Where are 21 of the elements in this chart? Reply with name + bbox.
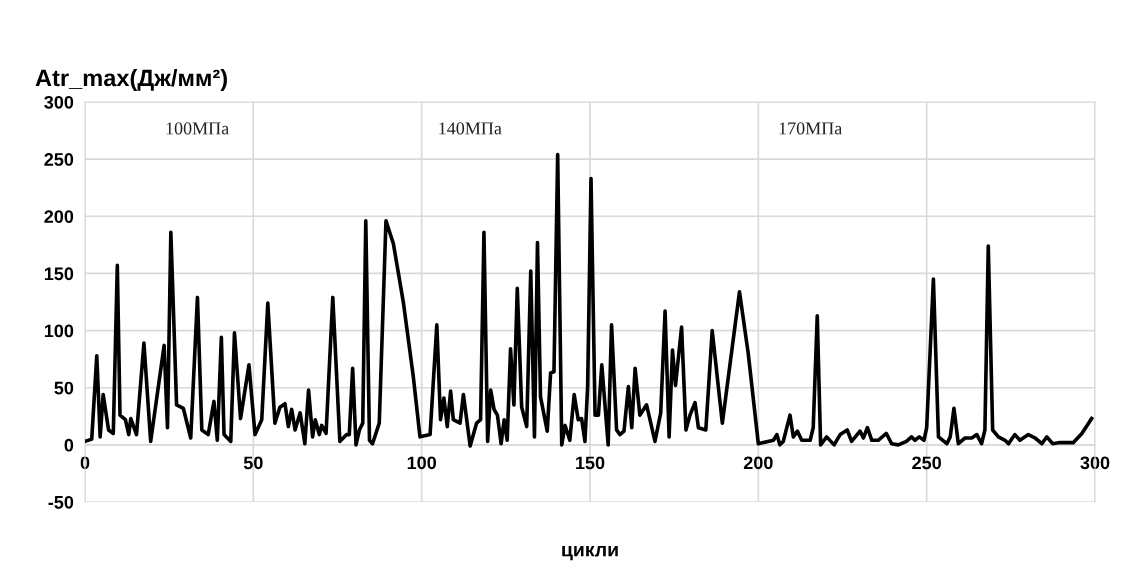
x-tick-label: 300 (1080, 456, 1110, 470)
annotation: 140МПа (439, 122, 502, 135)
x-tick-label: 250 (912, 456, 941, 470)
x-tick-label: 150 (576, 456, 605, 470)
line-series (85, 152, 1094, 448)
y-tick-label: 0 (64, 438, 74, 452)
x-tick-label: 0 (80, 456, 90, 470)
y-tick-label: 250 (44, 153, 74, 166)
x-tick-label: 200 (743, 456, 773, 470)
x-tick-label: 50 (243, 456, 263, 470)
annotation: 170МПа (779, 122, 843, 135)
annotation: 100МПа (166, 122, 229, 135)
y-tick-label: 300 (44, 95, 74, 109)
y-tick-label: 150 (44, 267, 74, 281)
y-tick-label: 200 (44, 210, 74, 224)
y-tick-label: 50 (54, 381, 74, 395)
chart-title: Atr_max(Дж/мм²) (35, 69, 227, 92)
x-axis-title: цикли (562, 546, 618, 561)
y-tick-label: 100 (44, 324, 74, 338)
x-tick-label: 100 (407, 456, 436, 470)
y-tick-label: -50 (48, 495, 74, 509)
